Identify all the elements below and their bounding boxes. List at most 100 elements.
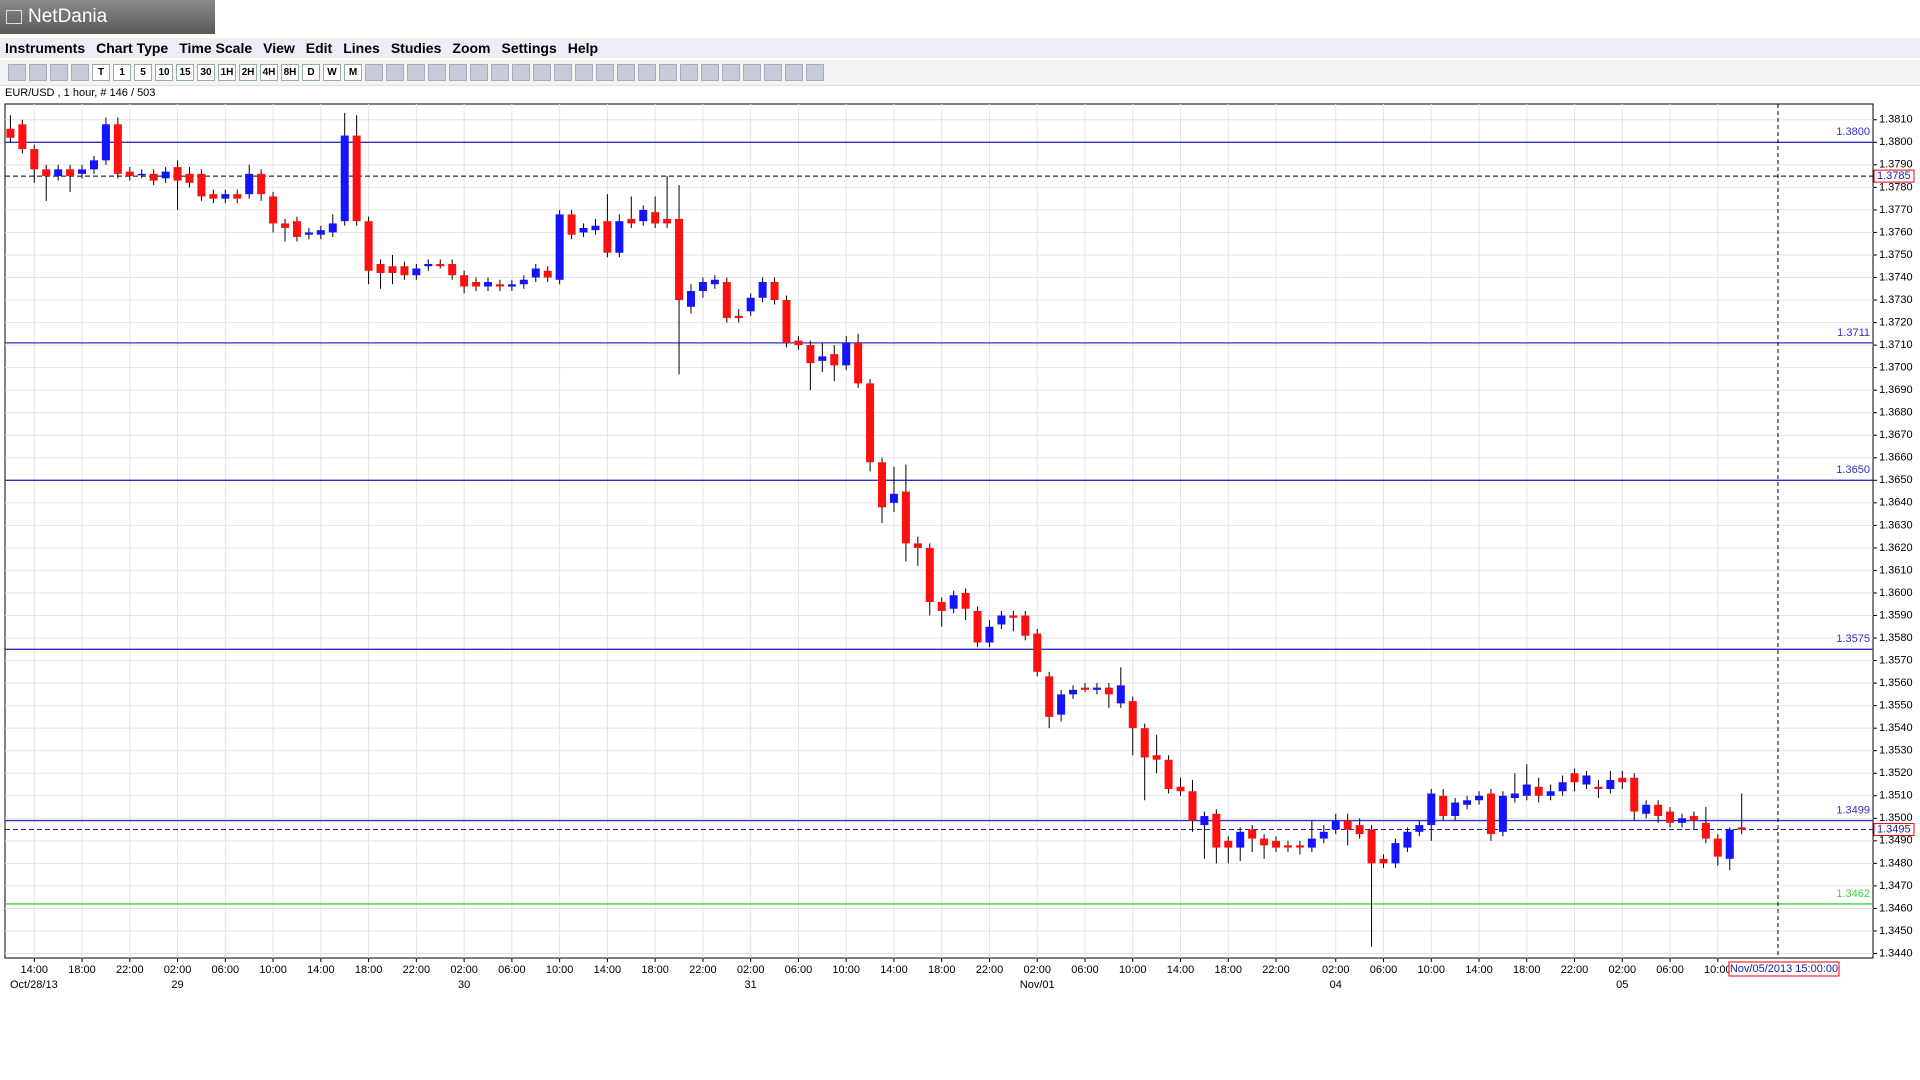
tool-icon[interactable] <box>680 64 698 81</box>
x-tick-label: 18:00 <box>1215 964 1243 976</box>
candle-body <box>1510 793 1519 799</box>
level-label: 1.3800 <box>1836 126 1870 138</box>
menu-item[interactable]: View <box>263 40 295 56</box>
candle-body <box>448 263 457 276</box>
y-tick-label: 1.3570 <box>1879 654 1913 666</box>
x-tick-label: 02:00 <box>1023 964 1051 976</box>
candle-body <box>1057 694 1066 715</box>
candle-body <box>245 173 254 195</box>
timeframe-button[interactable]: D <box>302 64 320 81</box>
tool-icon[interactable] <box>533 64 551 81</box>
x-tick-label: 22:00 <box>976 964 1004 976</box>
menu-item[interactable]: Edit <box>305 40 333 56</box>
x-tick-label: 14:00 <box>21 964 49 976</box>
tool-icon[interactable] <box>449 64 467 81</box>
timeframe-button[interactable]: 15 <box>176 64 194 81</box>
menu-item[interactable]: Zoom <box>452 40 491 56</box>
tool-icon[interactable] <box>29 64 47 81</box>
timeframe-button[interactable]: 1 <box>113 64 131 81</box>
x-tick-label: 02:00 <box>737 964 765 976</box>
tool-icon[interactable] <box>365 64 383 81</box>
candle-body <box>1701 822 1710 839</box>
menu-item[interactable]: Chart Type <box>96 40 169 56</box>
candle-body <box>1069 689 1078 695</box>
tool-icon[interactable] <box>722 64 740 81</box>
x-tick-label: 06:00 <box>498 964 526 976</box>
tool-icon[interactable] <box>785 64 803 81</box>
timeframe-button[interactable]: 4H <box>260 64 278 81</box>
candle-body <box>675 218 684 301</box>
tool-icon[interactable] <box>743 64 761 81</box>
candle-body <box>1176 786 1185 792</box>
x-tick-label: 06:00 <box>1656 964 1684 976</box>
candle-body <box>1654 804 1663 817</box>
candle-body <box>913 543 922 548</box>
tool-icon[interactable] <box>491 64 509 81</box>
y-tick-label: 1.3480 <box>1879 857 1913 869</box>
tool-icon[interactable] <box>617 64 635 81</box>
timeframe-button[interactable]: W <box>323 64 341 81</box>
candle-body <box>1128 701 1137 729</box>
candle-body <box>1307 838 1316 848</box>
candle-body <box>663 218 672 224</box>
menu-item[interactable]: Instruments <box>5 40 86 56</box>
app-icon <box>6 10 22 24</box>
menu-item[interactable]: Lines <box>343 40 380 56</box>
y-tick-label: 1.3750 <box>1879 249 1913 261</box>
candle-body <box>1415 825 1424 832</box>
candle-body <box>6 128 15 138</box>
y-tick-label: 1.3730 <box>1879 294 1913 306</box>
y-tick-label: 1.3810 <box>1879 114 1913 126</box>
toolbar: T 1 5 10 15 30 1H 2H 4H 8H D W M <box>0 60 1920 86</box>
timeframe-button[interactable]: T <box>92 64 110 81</box>
menu-item[interactable]: Time Scale <box>179 40 253 56</box>
y-tick-label: 1.3710 <box>1879 339 1913 351</box>
tool-icon[interactable] <box>470 64 488 81</box>
timeframe-button[interactable]: 1H <box>218 64 236 81</box>
tool-icon[interactable] <box>596 64 614 81</box>
candle-body <box>782 300 791 343</box>
candle-body <box>997 615 1006 625</box>
candle-body <box>806 345 815 364</box>
tool-icon[interactable] <box>50 64 68 81</box>
tool-icon[interactable] <box>407 64 425 81</box>
tool-icon[interactable] <box>764 64 782 81</box>
tool-icon[interactable] <box>554 64 572 81</box>
x-tick-label: 06:00 <box>785 964 813 976</box>
menu-item[interactable]: Settings <box>501 40 557 56</box>
timeframe-button[interactable]: 8H <box>281 64 299 81</box>
y-tick-label: 1.3550 <box>1879 700 1913 712</box>
candle-body <box>1379 858 1388 864</box>
candle-body <box>149 173 158 181</box>
candle-body <box>1618 777 1627 783</box>
candle-body <box>758 282 767 298</box>
candle-body <box>1009 615 1018 618</box>
tool-icon[interactable] <box>8 64 26 81</box>
timeframe-button[interactable]: 2H <box>239 64 257 81</box>
timeframe-button[interactable]: 5 <box>134 64 152 81</box>
candle-body <box>1212 813 1221 848</box>
menu-item[interactable]: Studies <box>390 40 442 56</box>
tool-icon[interactable] <box>386 64 404 81</box>
candle-body <box>1463 800 1472 805</box>
x-date-label: Nov/01 <box>1020 979 1055 991</box>
tool-icon[interactable] <box>575 64 593 81</box>
tool-icon[interactable] <box>512 64 530 81</box>
y-tick-label: 1.3740 <box>1879 271 1913 283</box>
tool-icon[interactable] <box>71 64 89 81</box>
tool-icon[interactable] <box>701 64 719 81</box>
candle-body <box>1606 779 1615 790</box>
timeframe-button[interactable]: 10 <box>155 64 173 81</box>
y-tick-label: 1.3800 <box>1879 136 1913 148</box>
tool-icon[interactable] <box>806 64 824 81</box>
tool-icon[interactable] <box>659 64 677 81</box>
timeframe-button[interactable]: M <box>344 64 362 81</box>
menu-item[interactable]: Help <box>567 40 599 56</box>
timeframe-button[interactable]: 30 <box>197 64 215 81</box>
candle-body <box>1689 816 1698 821</box>
marker-label: 1.3495 <box>1877 823 1911 835</box>
tool-icon[interactable] <box>638 64 656 81</box>
x-tick-label: 14:00 <box>307 964 335 976</box>
tool-icon[interactable] <box>428 64 446 81</box>
